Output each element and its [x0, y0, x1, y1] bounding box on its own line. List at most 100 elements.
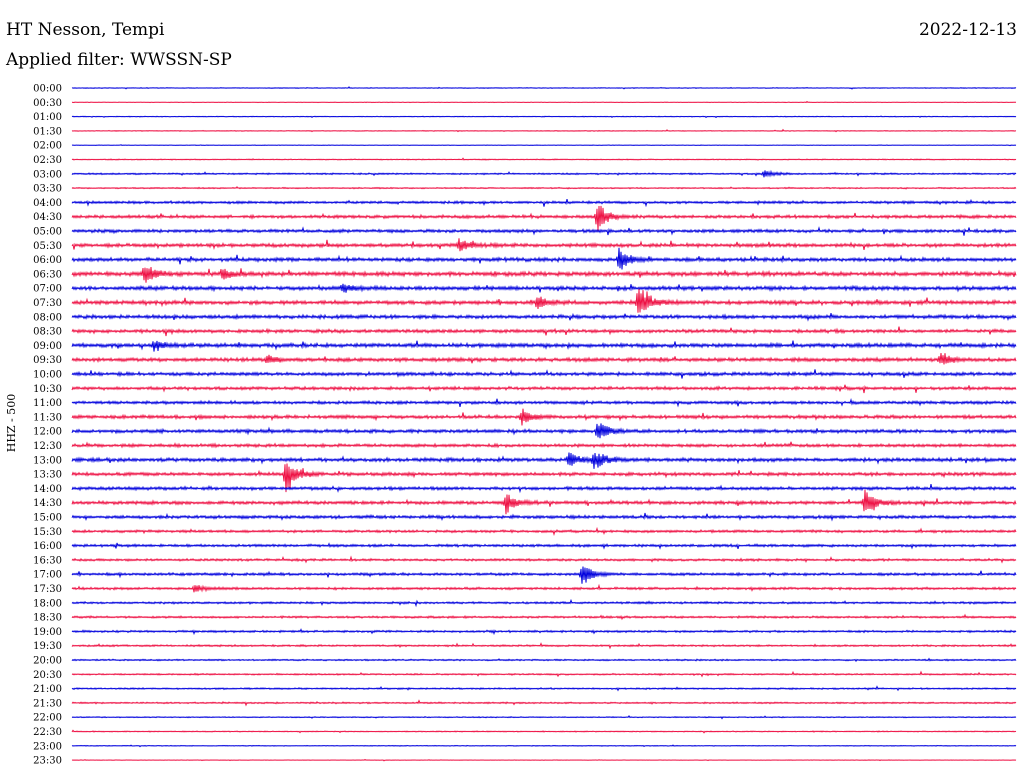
row-time-label: 15:00 [33, 513, 62, 524]
row-time-label: 17:00 [33, 570, 62, 581]
seismic-trace [71, 512, 1017, 522]
row-time-label: 05:00 [33, 227, 62, 238]
seismic-trace [71, 463, 1017, 493]
seismic-trace [71, 247, 1017, 270]
row-time-label: 18:30 [33, 613, 62, 624]
seismic-trace [71, 198, 1017, 208]
seismic-trace [71, 369, 1017, 379]
row-time-label: 01:00 [33, 112, 62, 123]
seismic-trace [71, 238, 1017, 252]
seismic-trace [71, 185, 1017, 190]
row-time-label: 05:30 [33, 241, 62, 252]
seismic-trace [71, 289, 1017, 313]
row-time-label: 12:30 [33, 441, 62, 452]
seismic-trace [71, 555, 1017, 564]
row-time-label: 02:00 [33, 141, 62, 152]
seismic-trace [71, 758, 1017, 762]
seismic-trace [71, 729, 1017, 734]
seismic-trace [71, 583, 1017, 593]
row-time-label: 19:00 [33, 627, 62, 638]
seismic-trace [71, 642, 1017, 650]
seismic-trace [71, 283, 1017, 293]
row-time-label: 03:30 [33, 184, 62, 195]
seismic-trace [71, 397, 1017, 408]
row-time-label: 22:00 [33, 713, 62, 724]
row-time-label: 21:30 [33, 698, 62, 709]
row-time-label: 23:30 [33, 756, 62, 767]
row-time-label: 15:30 [33, 527, 62, 538]
row-time-label: 10:30 [33, 384, 62, 395]
row-time-label: 14:30 [33, 498, 62, 509]
seismic-trace [71, 266, 1017, 283]
seismic-trace [71, 169, 1017, 178]
y-axis-label: HHZ - 500 [5, 394, 18, 453]
seismic-trace [71, 226, 1017, 236]
seismic-trace [71, 115, 1017, 119]
row-time-label: 17:30 [33, 584, 62, 595]
seismic-trace [71, 685, 1017, 692]
seismic-trace [71, 441, 1017, 449]
seismic-trace [71, 483, 1017, 494]
row-time-label: 14:00 [33, 484, 62, 495]
row-time-label: 04:00 [33, 198, 62, 209]
seismic-trace [71, 489, 1017, 515]
seismic-trace [71, 144, 1017, 147]
seismic-trace [71, 423, 1017, 439]
seismic-trace [71, 657, 1017, 663]
row-time-label: 19:30 [33, 641, 62, 652]
seismic-trace [71, 566, 1017, 584]
seismic-trace [71, 408, 1017, 426]
row-time-label: 16:30 [33, 555, 62, 566]
seismic-trace [71, 128, 1017, 133]
seismic-trace [71, 699, 1017, 707]
row-time-label: 00:00 [33, 84, 62, 95]
seismic-trace [71, 452, 1017, 469]
seismic-trace [71, 100, 1017, 104]
seismic-trace [71, 86, 1017, 90]
seismic-trace [71, 157, 1017, 161]
filter-label: Applied filter: WWSSN-SP [6, 50, 232, 70]
row-time-label: 08:30 [33, 327, 62, 338]
seismic-trace [71, 326, 1017, 337]
seismic-trace [71, 613, 1017, 621]
row-time-label: 04:30 [33, 212, 62, 223]
seismic-trace [71, 312, 1017, 322]
seismic-trace [71, 526, 1017, 536]
row-time-label: 11:30 [33, 412, 62, 423]
row-time-label: 10:00 [33, 370, 62, 381]
trace-rows: 00:00 00:30 01:00 01:30 02:00 02:30 03:00 03:30… [33, 84, 1017, 767]
seismic-trace [71, 598, 1017, 608]
row-time-label: 03:00 [33, 169, 62, 180]
row-time-label: 16:00 [33, 541, 62, 552]
row-time-label: 11:00 [33, 398, 62, 409]
row-time-label: 08:00 [33, 312, 62, 323]
row-time-label: 09:00 [33, 341, 62, 352]
seismic-trace [71, 205, 1017, 231]
row-time-label: 02:30 [33, 155, 62, 166]
row-time-label: 07:30 [33, 298, 62, 309]
row-time-label: 21:00 [33, 684, 62, 695]
seismic-trace [71, 542, 1017, 550]
seismic-trace [71, 628, 1017, 636]
seismic-trace [71, 744, 1017, 748]
seismic-trace [71, 353, 1017, 365]
row-time-label: 22:30 [33, 727, 62, 738]
row-time-label: 23:00 [33, 741, 62, 752]
row-time-label: 01:30 [33, 126, 62, 137]
row-time-label: 13:30 [33, 470, 62, 481]
row-time-label: 06:00 [33, 255, 62, 266]
row-time-label: 06:30 [33, 269, 62, 280]
date-label: 2022-12-13 [918, 20, 1017, 40]
row-time-label: 20:00 [33, 656, 62, 667]
row-time-label: 13:00 [33, 455, 62, 466]
row-time-label: 07:00 [33, 284, 62, 295]
seismic-trace [71, 715, 1017, 720]
seismic-trace [71, 384, 1017, 394]
row-time-label: 12:00 [33, 427, 62, 438]
seismic-trace [71, 340, 1017, 352]
seismic-trace [71, 670, 1017, 678]
row-time-label: 18:00 [33, 598, 62, 609]
row-time-label: 09:30 [33, 355, 62, 366]
row-time-label: 00:30 [33, 98, 62, 109]
